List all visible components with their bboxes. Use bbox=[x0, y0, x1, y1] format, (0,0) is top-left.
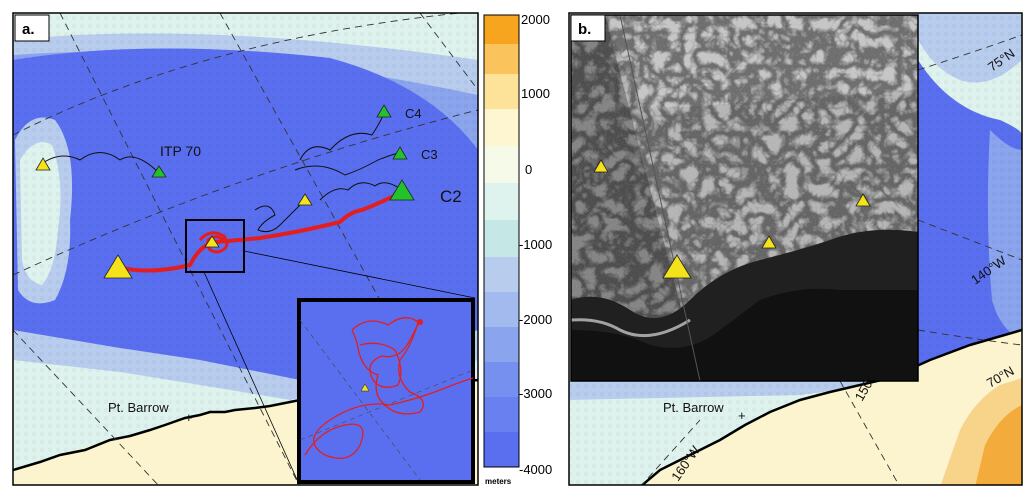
panel-a-tag-box bbox=[14, 14, 50, 42]
buoy-marker-c3 bbox=[392, 146, 408, 160]
colorbar-step bbox=[484, 292, 519, 327]
zoom-leader-top bbox=[243, 250, 476, 299]
panel-a-tag: a. bbox=[22, 21, 35, 38]
sar-image bbox=[570, 14, 919, 382]
sar-buoy-marker-west bbox=[593, 159, 609, 173]
inset-track-loop-b bbox=[359, 319, 421, 388]
colorbar-tick-label: 1000 bbox=[521, 86, 550, 101]
sar-frame bbox=[570, 14, 919, 382]
place-label-pt-barrow-b: Pt. Barrow bbox=[663, 400, 724, 415]
buoy-marker-yellow-large-west bbox=[103, 254, 133, 279]
colorbar-step bbox=[484, 15, 519, 44]
coastline-b bbox=[640, 328, 1022, 485]
place-label-pt-barrow: Pt. Barrow bbox=[108, 400, 169, 415]
sar-buoy-marker-center bbox=[761, 235, 777, 249]
colorbar-frame bbox=[483, 14, 520, 468]
colorbar-step bbox=[484, 183, 519, 220]
drift-tracks bbox=[39, 109, 403, 233]
buoy-marker-itp70 bbox=[151, 165, 167, 178]
itp-drift-loops bbox=[198, 231, 230, 254]
sar-buoy-marker-east bbox=[855, 193, 871, 207]
pt-barrow-marker-b: + bbox=[738, 408, 746, 423]
colorbar-tick-label: 0 bbox=[525, 162, 532, 177]
zoom-leader-bottom bbox=[203, 271, 300, 485]
zoom-inset-frame bbox=[297, 298, 475, 484]
colorbar-tick-label: 2000 bbox=[521, 12, 550, 27]
buoy-label-c4: C4 bbox=[405, 106, 422, 121]
panel-b-tag: b. bbox=[578, 21, 591, 38]
colorbar-step bbox=[484, 432, 519, 467]
colorbar-tick-label: -2000 bbox=[519, 312, 552, 327]
colorbar-step bbox=[484, 257, 519, 292]
itp-drift-track bbox=[116, 190, 404, 273]
buoy-marker-yellow-far-west bbox=[35, 157, 51, 171]
panel-b-border bbox=[568, 12, 1023, 486]
inset-track-start bbox=[417, 319, 423, 325]
buoy-label-c2: C2 bbox=[440, 187, 462, 206]
colorbar-tick-label: -3000 bbox=[519, 386, 552, 401]
colorbar-step bbox=[484, 327, 519, 362]
colorbar-step bbox=[484, 220, 519, 257]
sar-swath-seam bbox=[619, 14, 701, 382]
panel-a: ITP 70 C4 C3 C2 Pt. Barrow + a. bbox=[12, 12, 479, 486]
zoom-inset bbox=[297, 298, 475, 484]
sar-ice-edge bbox=[571, 318, 691, 338]
colorbar-step bbox=[484, 74, 519, 109]
colorbar-step bbox=[484, 109, 519, 146]
buoy-label-itp70: ITP 70 bbox=[160, 143, 201, 159]
sar-dark-water bbox=[571, 288, 918, 381]
inset-track-loop-a bbox=[351, 317, 424, 415]
colorbar-step bbox=[484, 397, 519, 432]
inset-graticule-1 bbox=[299, 319, 421, 481]
buoy-label-c3: C3 bbox=[421, 147, 438, 162]
colorbar-tick-label: -1000 bbox=[519, 237, 552, 252]
colorbar-step bbox=[484, 44, 519, 74]
buoy-marker-c2 bbox=[389, 179, 415, 201]
land-b bbox=[642, 330, 1022, 485]
colorbar-units: meters bbox=[485, 477, 512, 486]
pt-barrow-marker: + bbox=[185, 410, 193, 425]
inset-buoy-marker bbox=[360, 383, 370, 392]
panel-b: Pt. Barrow + 75°N 70°N 140°W 150°W 160°W… bbox=[568, 12, 1023, 486]
buoy-marker-yellow-center bbox=[204, 235, 220, 248]
graticule bbox=[13, 13, 478, 485]
sar-buoy-marker-large bbox=[662, 254, 692, 279]
inset-track-main bbox=[304, 377, 473, 459]
zoom-box bbox=[185, 219, 245, 273]
buoy-marker-yellow-east bbox=[297, 193, 313, 206]
depth-colorbar: 2000 1000 0 -1000 -2000 -3000 -4000 mete… bbox=[483, 12, 552, 486]
colorbar-tick-label: -4000 bbox=[519, 462, 552, 477]
panel-a-border bbox=[12, 12, 479, 486]
terrain-higher bbox=[975, 405, 1022, 485]
panel-b-tag-box bbox=[570, 14, 606, 42]
colorbar-step bbox=[484, 362, 519, 397]
buoy-marker-c4 bbox=[376, 104, 392, 118]
graticule-b bbox=[641, 34, 1022, 485]
colorbar-step bbox=[484, 146, 519, 183]
